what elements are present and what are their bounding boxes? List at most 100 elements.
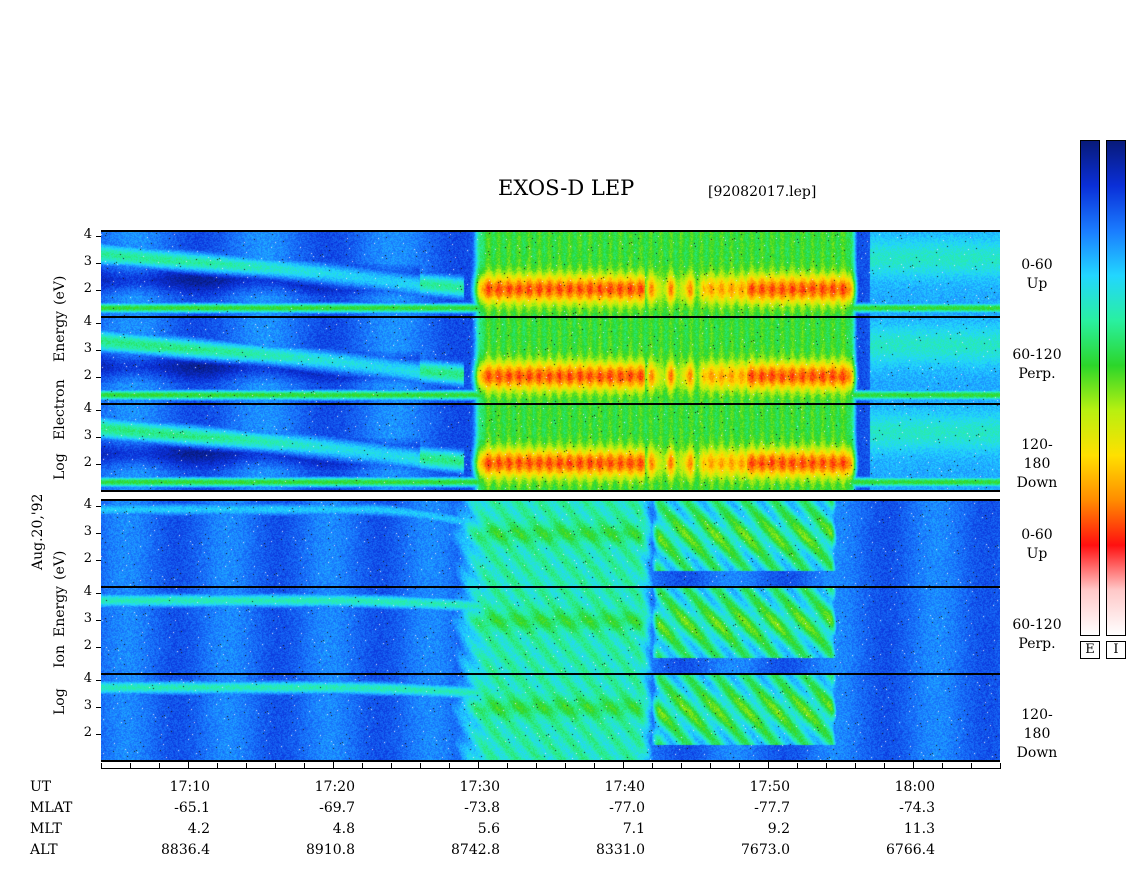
y-tick-label: 3: [83, 524, 92, 540]
electron-up-spectrogram: [101, 231, 1000, 317]
x-minor-tick: [420, 763, 421, 769]
y-tick-mark: [96, 464, 101, 466]
y-tick-mark: [96, 593, 101, 595]
panel-border: [101, 403, 1000, 405]
x-major-tick: [333, 760, 334, 769]
panel-border: [101, 316, 1000, 318]
x-minor-tick: [246, 763, 247, 769]
ephemeris-mlat-value: -77.0: [609, 800, 645, 816]
x-minor-tick: [304, 763, 305, 769]
y-tick-mark: [96, 410, 101, 412]
x-minor-tick: [217, 763, 218, 769]
ephemeris-mlat-value: -65.1: [174, 800, 210, 816]
row-label-mlt: MLT: [30, 821, 62, 837]
y-tick-mark: [96, 620, 101, 622]
y-tick-label: 3: [83, 611, 92, 627]
ephemeris-ut-value: 17:30: [459, 779, 500, 795]
x-minor-tick: [942, 763, 943, 769]
x-minor-tick: [507, 763, 508, 769]
x-minor-tick: [971, 763, 972, 769]
row-label-alt: ALT: [30, 842, 58, 858]
ion-up-label: 0-60 Up: [1021, 527, 1053, 562]
ephemeris-mlt-value: 7.1: [622, 821, 645, 837]
ephemeris-mlt-value: 11.3: [903, 821, 935, 837]
ephemeris-mlt-value: 5.6: [477, 821, 500, 837]
y-tick-label: 4: [83, 497, 92, 513]
ephemeris-mlat-value: -69.7: [319, 800, 355, 816]
electron-up-label: 0-60 Up: [1021, 257, 1053, 292]
x-axis-line: [101, 768, 1000, 769]
y-tick-mark: [96, 647, 101, 649]
y-tick-mark: [96, 734, 101, 736]
row-label-mlat: MLAT: [30, 800, 73, 816]
y-tick-mark: [96, 560, 101, 562]
ion-panel-up: [101, 501, 1000, 587]
electron-panel-up: [101, 231, 1000, 317]
x-minor-tick: [130, 763, 131, 769]
electron-colorbar-label: E: [1080, 641, 1100, 659]
electron-panel-down: [101, 405, 1000, 491]
x-major-tick: [768, 760, 769, 769]
ion-down-label: 120-180 Down: [1016, 707, 1058, 761]
x-minor-tick: [594, 763, 595, 769]
ion-colorbar-label: I: [1106, 641, 1126, 659]
y-tick-label: 3: [83, 428, 92, 444]
ephemeris-ut-value: 17:20: [314, 779, 355, 795]
y-tick-mark: [96, 290, 101, 292]
y-tick-label: 2: [83, 638, 92, 654]
panel-border: [101, 673, 1000, 675]
y-tick-label: 4: [83, 401, 92, 417]
electron-ylabel-log: Log: [52, 453, 68, 480]
y-tick-label: 4: [83, 584, 92, 600]
x-minor-tick: [855, 763, 856, 769]
y-tick-mark: [96, 506, 101, 508]
ephemeris-alt-value: 8331.0: [596, 842, 645, 858]
x-major-tick: [478, 760, 479, 769]
ephemeris-ut-value: 17:40: [604, 779, 645, 795]
panel-border: [101, 760, 1000, 762]
ephemeris-alt-value: 7673.0: [741, 842, 790, 858]
ion-panel-perp: [101, 588, 1000, 674]
panel-border: [101, 586, 1000, 588]
x-minor-tick: [275, 763, 276, 769]
electron-down-label: 120-180 Down: [1016, 437, 1058, 491]
x-minor-tick: [362, 763, 363, 769]
y-tick-label: 4: [83, 314, 92, 330]
y-tick-mark: [96, 377, 101, 379]
y-tick-label: 2: [83, 281, 92, 297]
ion-ylabel-name: Ion: [52, 645, 68, 668]
x-minor-tick: [536, 763, 537, 769]
electron-ylabel-unit: (eV): [52, 275, 68, 305]
ion-ylabel-energy: Energy: [52, 585, 68, 637]
electron-down-spectrogram: [101, 405, 1000, 491]
electron-ylabel-name: Electron: [52, 379, 68, 440]
ephemeris-mlat-value: -77.7: [754, 800, 790, 816]
ion-colorbar: [1106, 140, 1126, 636]
panel-border: [101, 490, 1000, 492]
x-minor-tick: [826, 763, 827, 769]
x-minor-tick: [565, 763, 566, 769]
y-tick-label: 2: [83, 368, 92, 384]
y-tick-mark: [96, 437, 101, 439]
y-tick-mark: [96, 680, 101, 682]
panel-border: [101, 230, 1000, 232]
x-minor-tick: [797, 763, 798, 769]
x-major-tick: [188, 760, 189, 769]
y-tick-mark: [96, 350, 101, 352]
x-minor-tick: [884, 763, 885, 769]
row-label-ut: UT: [30, 779, 52, 795]
electron-ylabel-energy: Energy: [52, 310, 68, 362]
y-tick-label: 4: [83, 227, 92, 243]
y-tick-label: 4: [83, 671, 92, 687]
x-minor-tick: [710, 763, 711, 769]
file-label: [92082017.lep]: [708, 184, 817, 200]
y-tick-mark: [96, 707, 101, 709]
ephemeris-mlt-value: 9.2: [767, 821, 790, 837]
x-minor-tick: [1000, 763, 1001, 769]
y-tick-label: 3: [83, 341, 92, 357]
ion-ylabel-log: Log: [52, 688, 68, 715]
y-tick-label: 2: [83, 725, 92, 741]
ion-perp-spectrogram: [101, 588, 1000, 674]
y-tick-mark: [96, 263, 101, 265]
y-tick-mark: [96, 323, 101, 325]
